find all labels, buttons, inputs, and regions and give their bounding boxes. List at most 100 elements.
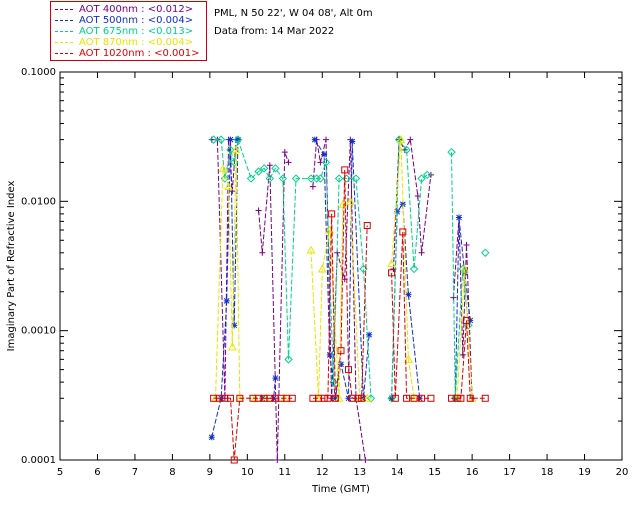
x-tick-label: 14 bbox=[391, 467, 404, 478]
data-point-aot-400nm bbox=[362, 457, 369, 463]
data-point-aot-1020nm bbox=[481, 394, 489, 402]
data-point-aot-400nm bbox=[463, 241, 470, 248]
data-point-aot-1020nm bbox=[463, 316, 471, 324]
data-point-aot-675nm bbox=[306, 174, 316, 183]
data-point-aot-1020nm bbox=[288, 394, 296, 402]
data-point-aot-1020nm bbox=[410, 394, 418, 402]
series-line-aot-675nm bbox=[451, 152, 469, 399]
y-tick-label: 0.0010 bbox=[21, 326, 56, 337]
series-line-aot-1020nm bbox=[451, 320, 486, 399]
data-point-aot-1020nm bbox=[466, 394, 474, 402]
data-point-aot-870nm bbox=[224, 182, 233, 191]
data-point-aot-675nm bbox=[291, 174, 301, 183]
data-point-aot-1020nm bbox=[328, 210, 336, 218]
data-point-aot-870nm bbox=[404, 354, 413, 363]
y-tick-label: 0.0100 bbox=[21, 196, 56, 207]
legend-label-500nm: AOT 500nm : <0.004> bbox=[79, 15, 194, 26]
series-line-aot-1020nm bbox=[312, 169, 368, 399]
data-point-aot-870nm bbox=[396, 135, 406, 144]
data-point-aot-400nm bbox=[281, 149, 288, 156]
legend-line-500nm bbox=[55, 20, 73, 21]
data-point-aot-1020nm bbox=[457, 394, 465, 402]
x-tick-label: 13 bbox=[353, 467, 366, 478]
data-point-aot-675nm bbox=[254, 167, 263, 176]
x-tick-label: 5 bbox=[57, 467, 63, 478]
data-point-aot-500nm bbox=[345, 395, 352, 402]
data-point-aot-675nm bbox=[481, 248, 490, 258]
data-point-aot-870nm bbox=[460, 264, 469, 273]
data-point-aot-675nm bbox=[271, 164, 280, 173]
data-point-aot-870nm bbox=[317, 264, 327, 273]
data-point-aot-400nm bbox=[418, 249, 425, 256]
series-line-aot-870nm bbox=[391, 139, 415, 399]
data-point-aot-1020nm bbox=[391, 394, 399, 402]
data-point-aot-675nm bbox=[316, 174, 325, 183]
data-point-aot-500nm bbox=[223, 297, 230, 304]
data-point-aot-675nm bbox=[422, 170, 432, 180]
series-line-aot-500nm bbox=[211, 139, 239, 438]
data-point-aot-400nm bbox=[274, 457, 281, 463]
x-tick-label: 10 bbox=[241, 467, 254, 478]
data-point-aot-1020nm bbox=[418, 394, 426, 402]
data-point-aot-500nm bbox=[366, 331, 373, 338]
legend-box: AOT 400nm : <0.012> AOT 500nm : <0.004> … bbox=[50, 1, 207, 61]
data-point-aot-675nm bbox=[278, 174, 288, 183]
data-point-aot-500nm bbox=[227, 136, 234, 143]
data-point-aot-1020nm bbox=[230, 456, 238, 464]
data-point-aot-1020nm bbox=[344, 366, 352, 374]
legend-line-400nm bbox=[55, 9, 73, 10]
x-tick-label: 6 bbox=[94, 467, 100, 478]
data-point-aot-675nm bbox=[329, 377, 338, 387]
data-point-aot-675nm bbox=[409, 264, 419, 274]
legend-label-1020nm: AOT 1020nm : <0.001> bbox=[79, 48, 200, 59]
plot-frame bbox=[59, 71, 623, 461]
data-point-aot-870nm bbox=[218, 163, 228, 172]
data-point-aot-400nm bbox=[407, 136, 414, 143]
data-point-aot-675nm bbox=[321, 158, 331, 167]
data-point-aot-1020nm bbox=[427, 394, 435, 402]
series-line-aot-400nm bbox=[312, 139, 366, 461]
data-point-aot-675nm bbox=[387, 394, 396, 403]
series-line-aot-400nm bbox=[393, 137, 432, 270]
legend-line-1020nm bbox=[55, 53, 73, 54]
x-tick-label: 8 bbox=[169, 467, 175, 478]
data-point-aot-1020nm bbox=[403, 394, 411, 402]
data-point-aot-1020nm bbox=[363, 222, 371, 230]
data-point-aot-400nm bbox=[323, 136, 330, 143]
data-point-aot-500nm bbox=[326, 351, 333, 358]
data-point-aot-675nm bbox=[334, 174, 344, 183]
x-tick-label: 19 bbox=[578, 467, 591, 478]
series-line-aot-1020nm bbox=[391, 231, 431, 399]
series-line-aot-400nm bbox=[258, 152, 289, 461]
x-tick-label: 16 bbox=[466, 467, 479, 478]
series-line-aot-400nm bbox=[211, 139, 237, 399]
data-point-aot-675nm bbox=[417, 174, 426, 183]
data-point-aot-675nm bbox=[447, 147, 456, 157]
data-point-aot-870nm bbox=[362, 393, 372, 402]
legend-label-400nm: AOT 400nm : <0.012> bbox=[79, 4, 194, 15]
data-point-aot-870nm bbox=[387, 259, 396, 268]
data-point-aot-1020nm bbox=[358, 394, 366, 402]
data-point-aot-1020nm bbox=[341, 166, 349, 174]
data-point-aot-500nm bbox=[311, 136, 318, 143]
data-point-aot-500nm bbox=[272, 375, 279, 382]
data-point-aot-675nm bbox=[259, 164, 269, 173]
data-point-aot-870nm bbox=[228, 342, 237, 351]
data-point-aot-870nm bbox=[306, 245, 316, 254]
data-point-aot-500nm bbox=[332, 395, 339, 402]
data-point-aot-870nm bbox=[231, 145, 241, 154]
legend-line-675nm bbox=[55, 31, 73, 32]
data-point-aot-1020nm bbox=[388, 269, 396, 277]
data-point-aot-500nm bbox=[338, 361, 344, 368]
x-tick-label: 9 bbox=[207, 467, 213, 478]
x-axis-label: Time (GMT) bbox=[311, 484, 370, 495]
data-point-aot-500nm bbox=[467, 317, 474, 324]
data-point-aot-675nm bbox=[226, 145, 235, 155]
data-point-aot-500nm bbox=[270, 395, 277, 402]
data-point-aot-675nm bbox=[216, 135, 226, 144]
series-line-aot-870nm bbox=[310, 200, 368, 399]
data-point-aot-675nm bbox=[402, 145, 411, 155]
x-tick-label: 7 bbox=[132, 467, 138, 478]
data-point-aot-675nm bbox=[284, 355, 293, 364]
